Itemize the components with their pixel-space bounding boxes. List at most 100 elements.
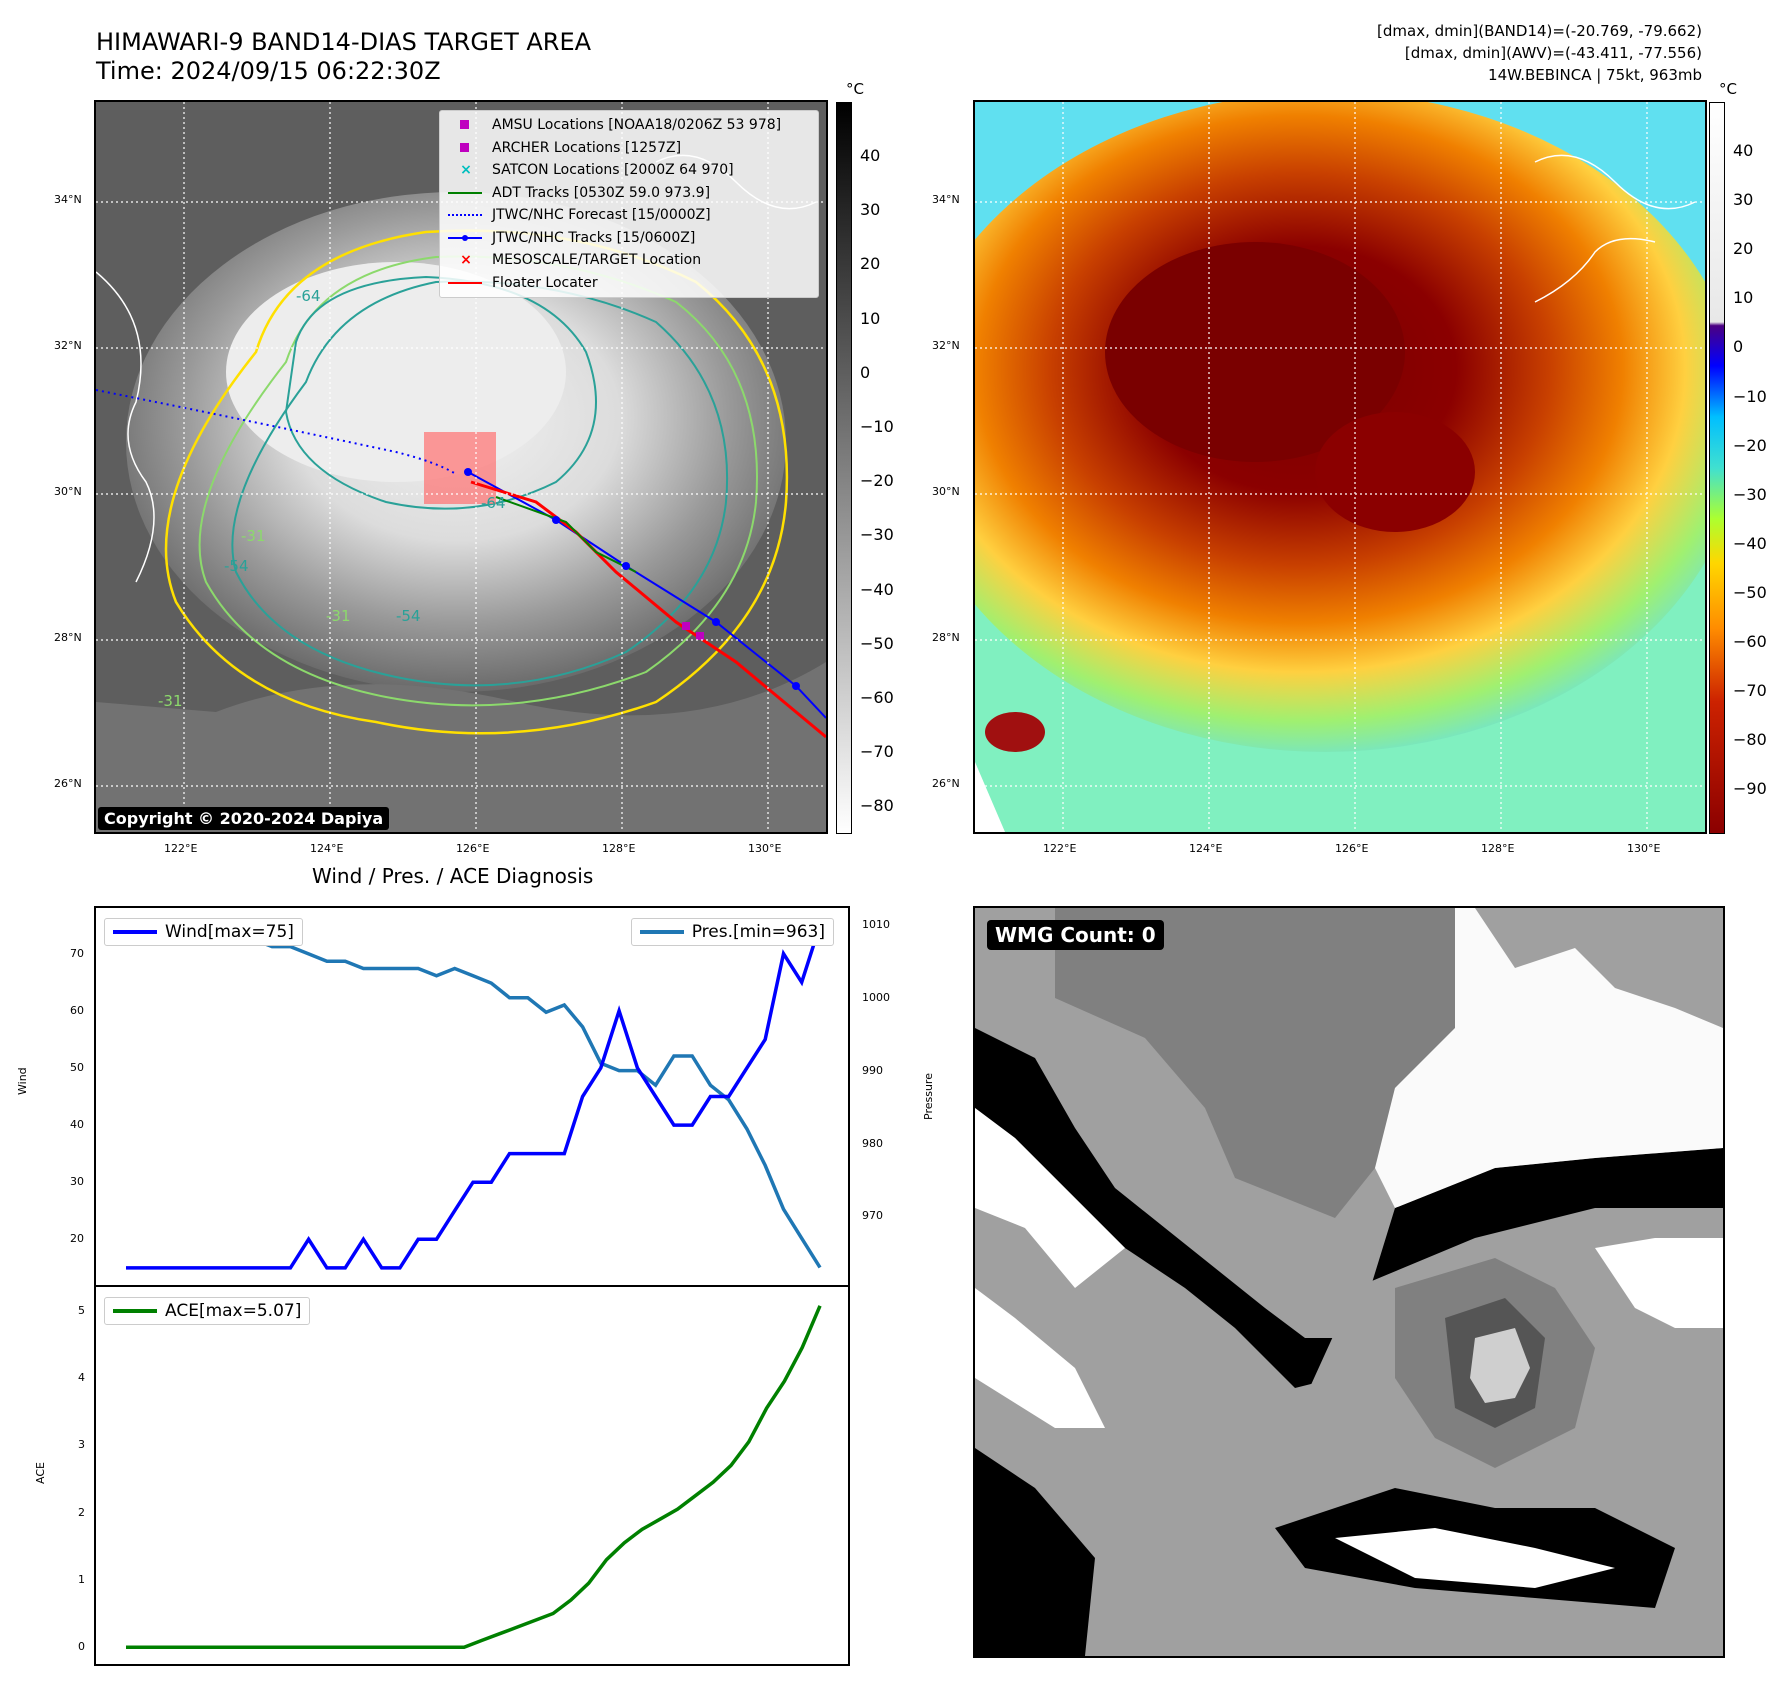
- figure-title: HIMAWARI-9 BAND14-DIAS TARGET AREA: [96, 28, 592, 56]
- lon-tick: 126°E: [456, 842, 490, 855]
- colorbar-tick: −60: [1733, 632, 1767, 651]
- legend-item-tracks: JTWC/NHC Tracks [15/0600Z]: [446, 227, 812, 250]
- colorbar-tick: −70: [860, 742, 894, 762]
- colorbar-unit: °C: [846, 80, 864, 98]
- colorbar-tick: 30: [860, 200, 881, 220]
- map-legend: AMSU Locations [NOAA18/0206Z 53 978] ARC…: [439, 110, 819, 298]
- ace-tick-label: 1: [78, 1572, 85, 1586]
- lat-tick: 32°N: [54, 339, 82, 352]
- lat-tick: 34°N: [54, 193, 82, 206]
- ace-legend-swatch: [113, 1309, 157, 1313]
- wind-tick-label: 60: [70, 1003, 84, 1017]
- lon-tick: 122°E: [1043, 842, 1077, 855]
- info-storm: 14W.BEBINCA | 75kt, 963mb: [1488, 66, 1702, 84]
- diagnosis-title: Wind / Pres. / ACE Diagnosis: [312, 864, 594, 888]
- colorbar-tick: −60: [860, 688, 894, 707]
- lat-tick: 30°N: [54, 485, 82, 498]
- wmg-panel: WMG Count: 0: [973, 906, 1725, 1658]
- contour-label: -64: [296, 287, 321, 305]
- colorbar-tick: 10: [860, 308, 881, 328]
- wind-pres-panel: Wind[max=75] Pres.[min=963]: [94, 906, 850, 1287]
- ace-tick-label: 3: [78, 1438, 85, 1452]
- lon-tick: 124°E: [310, 842, 344, 855]
- colorbar-tick: −10: [1733, 386, 1767, 406]
- lon-tick: 128°E: [1481, 842, 1515, 855]
- colorbar-awv: [1709, 102, 1725, 834]
- pressure-tick-label: 1000: [862, 990, 890, 1004]
- contour-label: -31: [158, 692, 183, 710]
- wind-tick-label: 30: [70, 1175, 84, 1189]
- wind-axis-label: Wind: [16, 1067, 29, 1095]
- ace-tick-label: 4: [78, 1370, 85, 1384]
- pressure-tick-label: 980: [862, 1136, 883, 1150]
- legend-item-forecast: JTWC/NHC Forecast [15/0000Z]: [446, 204, 812, 227]
- colorbar-tick: −70: [1733, 681, 1767, 701]
- colorbar-tick: −20: [1733, 435, 1767, 455]
- colorbar-tick: 0: [1733, 337, 1744, 357]
- legend-item-adt: ADT Tracks [0530Z 59.0 973.9]: [446, 182, 812, 205]
- ace-tick-label: 0: [78, 1640, 85, 1654]
- legend-item-floater: Floater Locater: [446, 272, 812, 295]
- ace-plot: [126, 1305, 822, 1649]
- ace-tick-label: 2: [78, 1505, 85, 1519]
- ace-axis-label: ACE: [34, 1462, 47, 1484]
- pres-legend-swatch: [639, 930, 684, 934]
- colorbar-tick: −40: [860, 579, 894, 599]
- wind-tick-label: 40: [70, 1118, 84, 1132]
- legend-item-archer: ARCHER Locations [1257Z]: [446, 137, 812, 160]
- lat-tick: 28°N: [932, 631, 960, 644]
- colorbar-tick: −20: [860, 471, 894, 491]
- pres-legend: Pres.[min=963]: [630, 918, 834, 946]
- contour-label: -54: [396, 607, 421, 625]
- colorbar-tick: 30: [1733, 190, 1754, 210]
- info-awv: [dmax, dmin](AWV)=(-43.411, -77.556): [1404, 44, 1702, 62]
- contour-label: -54: [224, 557, 249, 575]
- pressure-axis-label: Pressure: [922, 1073, 935, 1120]
- pressure-tick-label: 970: [862, 1209, 883, 1223]
- legend-item-mesoscale: × MESOSCALE/TARGET Location: [460, 252, 702, 269]
- contour-label: -31: [326, 607, 351, 625]
- colorbar-tick: −40: [1733, 533, 1767, 553]
- ace-tick-label: 5: [78, 1303, 85, 1317]
- info-band14: [dmax, dmin](BAND14)=(-20.769, -79.662): [1377, 22, 1702, 40]
- lat-tick: 26°N: [54, 777, 82, 790]
- awv-map-image: [975, 102, 1705, 832]
- wind-pres-plot: [124, 923, 822, 1270]
- wmg-count-badge: WMG Count: 0: [987, 920, 1164, 950]
- colorbar-tick: 20: [860, 254, 881, 274]
- lon-tick: 130°E: [748, 842, 782, 855]
- lat-tick: 26°N: [932, 777, 960, 790]
- colorbar-tick: 20: [1733, 239, 1754, 259]
- lon-tick: 124°E: [1189, 842, 1223, 855]
- copyright-badge: Copyright © 2020-2024 Dapiya: [98, 807, 390, 830]
- colorbar-tick: −50: [1733, 582, 1767, 602]
- wind-series-line: [126, 924, 822, 1270]
- lon-tick: 122°E: [164, 842, 198, 855]
- pressure-tick-label: 990: [862, 1063, 883, 1077]
- wind-legend-swatch: [113, 930, 157, 934]
- contour-label: -64: [481, 494, 506, 512]
- legend-item-amsu: AMSU Locations [NOAA18/0206Z 53 978]: [446, 114, 812, 137]
- ace-panel: ACE[max=5.07]: [94, 1285, 850, 1666]
- figure-time: Time: 2024/09/15 06:22:30Z: [96, 57, 441, 85]
- awv-map-panel: [973, 100, 1707, 834]
- contour-label: -31: [241, 527, 266, 545]
- lat-tick: 28°N: [54, 631, 82, 644]
- lat-tick: 30°N: [932, 485, 960, 498]
- pressure-tick-label: 1010: [862, 917, 890, 931]
- lon-tick: 130°E: [1627, 842, 1661, 855]
- colorbar-unit: °C: [1719, 80, 1737, 98]
- ace-series-line: [126, 1305, 822, 1649]
- colorbar-tick: 40: [860, 146, 881, 165]
- wind-tick-label: 50: [70, 1060, 84, 1074]
- colorbar-tick: −80: [860, 796, 894, 816]
- wmg-image: [975, 908, 1723, 1656]
- legend-item-satcon: × SATCON Locations [2000Z 64 970]: [460, 162, 734, 179]
- wind-tick-label: 70: [70, 946, 84, 960]
- colorbar-tick: −10: [860, 417, 894, 436]
- colorbar-tick: −80: [1733, 730, 1767, 750]
- lon-tick: 126°E: [1335, 842, 1369, 855]
- colorbar-tick: −30: [1733, 484, 1767, 504]
- colorbar-gray: [836, 102, 852, 834]
- colorbar-tick: 40: [1733, 141, 1754, 160]
